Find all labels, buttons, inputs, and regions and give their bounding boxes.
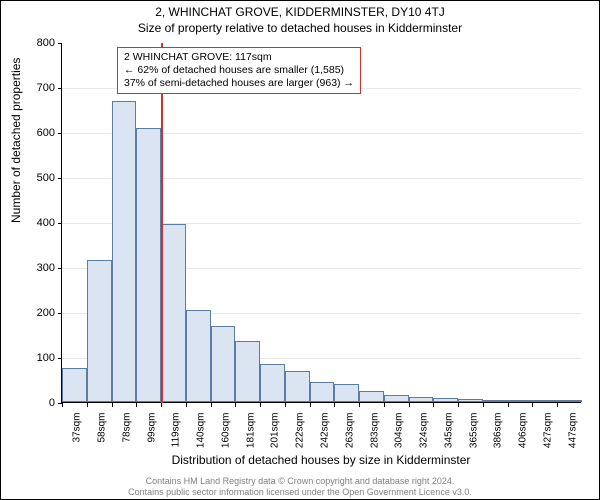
x-tick-mark (136, 403, 137, 407)
x-tick-label: 222sqm (295, 413, 306, 449)
y-tick-mark (58, 358, 62, 359)
x-tick-mark (260, 403, 261, 407)
histogram-bar (532, 400, 557, 402)
histogram-bar (260, 364, 285, 402)
y-tick-label: 600 (15, 127, 55, 139)
x-tick-mark (409, 403, 410, 407)
histogram-bar (62, 368, 87, 402)
annotation-line-1: 2 WHINCHAT GROVE: 117sqm (124, 51, 354, 64)
histogram-bar (384, 395, 409, 402)
x-tick-label: 58sqm (97, 413, 108, 443)
y-tick-mark (58, 133, 62, 134)
y-tick-mark (58, 178, 62, 179)
y-tick-label: 0 (15, 397, 55, 409)
y-tick-label: 500 (15, 172, 55, 184)
chart-title-sub: Size of property relative to detached ho… (1, 21, 599, 35)
histogram-bar (161, 224, 186, 402)
histogram-bar (235, 341, 260, 402)
footer-line-2: Contains public sector information licen… (1, 487, 599, 497)
histogram-bar (310, 382, 335, 402)
x-tick-label: 99sqm (146, 413, 157, 443)
histogram-bar (285, 371, 310, 403)
y-tick-label: 200 (15, 307, 55, 319)
x-tick-label: 201sqm (270, 413, 281, 449)
x-tick-label: 160sqm (220, 413, 231, 449)
x-tick-mark (211, 403, 212, 407)
footer-attribution: Contains HM Land Registry data © Crown c… (1, 476, 599, 497)
x-axis-label: Distribution of detached houses by size … (61, 453, 581, 467)
x-tick-label: 78sqm (121, 413, 132, 443)
x-tick-label: 304sqm (394, 413, 405, 449)
y-tick-mark (58, 313, 62, 314)
x-tick-label: 406sqm (518, 413, 529, 449)
x-tick-label: 140sqm (196, 413, 207, 449)
x-tick-label: 119sqm (171, 413, 182, 448)
x-tick-label: 37sqm (72, 413, 83, 443)
histogram-bar (112, 101, 137, 403)
x-tick-mark (285, 403, 286, 407)
property-marker-line (161, 43, 163, 403)
chart-title-main: 2, WHINCHAT GROVE, KIDDERMINSTER, DY10 4… (1, 5, 599, 19)
x-tick-mark (161, 403, 162, 407)
x-tick-label: 263sqm (344, 413, 355, 449)
x-tick-mark (310, 403, 311, 407)
x-tick-label: 283sqm (369, 413, 380, 449)
x-tick-mark (384, 403, 385, 407)
x-tick-label: 365sqm (468, 413, 479, 449)
y-tick-label: 800 (15, 37, 55, 49)
annotation-box: 2 WHINCHAT GROVE: 117sqm ← 62% of detach… (117, 47, 361, 94)
x-tick-mark (508, 403, 509, 407)
x-tick-label: 427sqm (542, 413, 553, 449)
x-tick-mark (458, 403, 459, 407)
x-tick-label: 242sqm (320, 413, 331, 449)
histogram-bar (458, 399, 483, 402)
histogram-bar (359, 391, 384, 402)
annotation-line-2: ← 62% of detached houses are smaller (1,… (124, 64, 354, 77)
histogram-bar (557, 400, 582, 402)
histogram-bar (433, 398, 458, 402)
histogram-bar (508, 400, 533, 402)
histogram-bar (186, 310, 211, 402)
x-tick-label: 181sqm (245, 413, 256, 449)
x-tick-mark (112, 403, 113, 407)
footer-line-1: Contains HM Land Registry data © Crown c… (1, 476, 599, 486)
histogram-bar (211, 326, 236, 403)
plot-area: 37sqm58sqm78sqm99sqm119sqm140sqm160sqm18… (61, 43, 581, 403)
x-tick-mark (532, 403, 533, 407)
x-tick-mark (235, 403, 236, 407)
histogram-bar (87, 260, 112, 402)
figure-container: 2, WHINCHAT GROVE, KIDDERMINSTER, DY10 4… (0, 0, 600, 500)
x-tick-label: 345sqm (443, 413, 454, 449)
histogram-bar (483, 400, 508, 402)
y-tick-label: 300 (15, 262, 55, 274)
y-tick-mark (58, 223, 62, 224)
histogram-bar (409, 397, 434, 402)
x-tick-mark (433, 403, 434, 407)
x-tick-mark (186, 403, 187, 407)
x-tick-label: 386sqm (493, 413, 504, 449)
y-tick-mark (58, 43, 62, 44)
plot-canvas: 37sqm58sqm78sqm99sqm119sqm140sqm160sqm18… (61, 43, 581, 403)
histogram-bar (136, 128, 161, 403)
x-tick-mark (62, 403, 63, 407)
x-tick-label: 324sqm (419, 413, 430, 449)
y-tick-label: 400 (15, 217, 55, 229)
y-tick-mark (58, 268, 62, 269)
x-tick-mark (557, 403, 558, 407)
x-tick-label: 447sqm (567, 413, 578, 449)
x-tick-mark (334, 403, 335, 407)
x-tick-mark (483, 403, 484, 407)
x-tick-mark (87, 403, 88, 407)
x-tick-mark (359, 403, 360, 407)
y-tick-label: 700 (15, 82, 55, 94)
y-tick-label: 100 (15, 352, 55, 364)
y-tick-mark (58, 88, 62, 89)
histogram-bar (334, 384, 359, 402)
annotation-line-3: 37% of semi-detached houses are larger (… (124, 77, 354, 90)
